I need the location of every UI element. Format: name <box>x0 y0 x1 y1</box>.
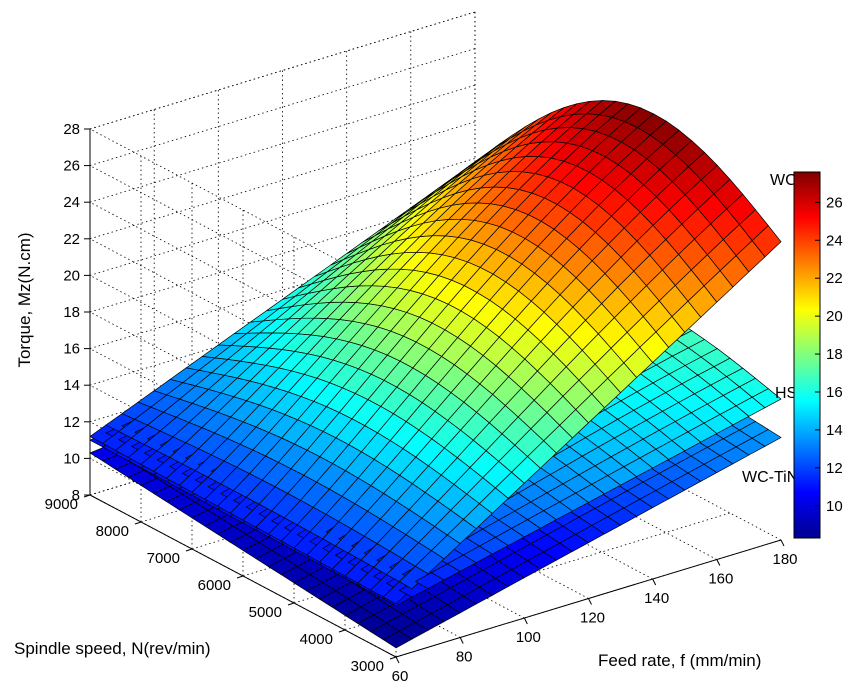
side-wall-grid-z <box>89 348 397 511</box>
y-tick-mark <box>83 494 91 498</box>
x-tick-label: 180 <box>772 551 797 568</box>
axis-ticks: 8 10 12 14 16 18 20 22 24 26 28 3000 4000 5000 6000 700… <box>45 121 798 685</box>
colorbar-tick-label: 26 <box>826 194 843 211</box>
colorbar-tick-label: 20 <box>826 308 843 325</box>
colorbar-tick-label: 16 <box>826 384 843 401</box>
colorbar-tick-label: 22 <box>826 270 843 287</box>
y-tick-label: 3000 <box>351 658 384 675</box>
z-tick-label: 24 <box>63 194 80 211</box>
side-wall-grid-z <box>89 311 397 475</box>
z-tick-label: 14 <box>63 377 80 394</box>
x-tick-mark <box>523 617 528 625</box>
x-tick-label: 80 <box>456 649 473 666</box>
y-tick-mark <box>134 521 142 525</box>
x-axis-title: Feed rate, f (mm/min) <box>598 651 761 670</box>
x-tick-mark <box>459 637 464 644</box>
y-tick-label: 9000 <box>45 496 78 513</box>
z-tick-label: 22 <box>63 231 80 248</box>
side-wall-grid-z <box>89 128 397 292</box>
colorbar-tick-label: 18 <box>826 346 843 363</box>
surface-label-wc: WC <box>770 172 797 189</box>
colorbar-tick-label: 10 <box>826 498 843 515</box>
y-tick-mark <box>287 602 295 606</box>
z-tick-label: 10 <box>63 450 80 467</box>
y-tick-mark <box>236 575 244 579</box>
side-wall-grid-z <box>89 238 397 402</box>
z-tick-label: 20 <box>63 267 80 284</box>
z-tick-label: 16 <box>63 341 80 358</box>
colorbar-tick-label: 14 <box>826 422 843 439</box>
z-tick-label: 8 <box>72 487 80 504</box>
x-tick-label: 100 <box>516 629 541 646</box>
x-tick-mark <box>395 656 400 664</box>
x-tick-mark <box>652 578 657 586</box>
x-tick-mark <box>588 598 592 605</box>
x-tick-mark <box>716 559 721 566</box>
x-tick-label: 120 <box>580 610 605 627</box>
x-tick-mark <box>780 539 785 547</box>
y-tick-label: 8000 <box>96 523 129 540</box>
z-tick-label: 28 <box>63 121 80 138</box>
colorbar-gradient <box>793 171 821 539</box>
y-tick-label: 6000 <box>198 577 231 594</box>
y-tick-mark <box>185 548 193 552</box>
surface-patch-wc <box>751 225 782 258</box>
y-tick-mark <box>389 656 397 660</box>
surface-label-wc-tin: WC-TiN <box>742 469 798 486</box>
x-tick-label: 140 <box>644 590 669 607</box>
y-tick-label: 7000 <box>147 550 180 567</box>
z-tick-label: 26 <box>63 158 80 175</box>
x-tick-label: 60 <box>392 668 409 685</box>
y-tick-mark <box>338 629 346 633</box>
x-tick-label: 160 <box>708 571 733 588</box>
surface-patch-wc-tin <box>751 429 782 447</box>
side-wall-grid-z <box>89 165 397 328</box>
y-tick-label: 5000 <box>249 604 282 621</box>
colorbar-tick-label: 24 <box>826 232 843 249</box>
surfaces <box>89 100 782 649</box>
side-wall-grid-z <box>89 201 397 365</box>
z-axis-title: Torque, Mz(N.cm) <box>15 232 34 367</box>
y-tick-label: 4000 <box>300 631 333 648</box>
side-wall-grid-z <box>89 275 397 438</box>
colorbar-tick-label: 12 <box>826 460 843 477</box>
z-tick-label: 12 <box>63 414 80 431</box>
z-tick-label: 18 <box>63 304 80 321</box>
surface-patch-hss <box>751 388 782 409</box>
y-axis-title: Spindle speed, N(rev/min) <box>14 639 211 658</box>
colorbar: 10 12 14 16 18 20 22 24 26 <box>793 171 843 539</box>
